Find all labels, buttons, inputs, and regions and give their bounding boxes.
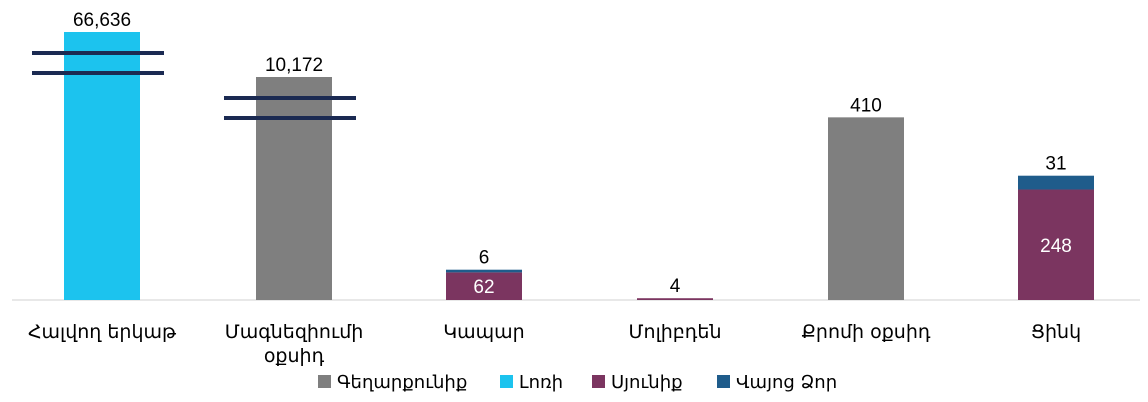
value-labels-group: 66,636 10,172 62 6 4 410 248 31 — [73, 10, 1072, 298]
legend-swatch-0 — [318, 375, 331, 388]
value-label-1-0: 10,172 — [265, 55, 323, 76]
value-label-2-3: 6 — [479, 248, 490, 269]
category-label-3-0: Մոլիբդեն — [628, 321, 721, 343]
bar-4-0 — [828, 117, 904, 300]
bar-5-3 — [1018, 175, 1094, 190]
legend-swatch-1 — [500, 375, 513, 388]
category-label-1-1: օքսիդ — [264, 345, 325, 367]
legend-label-3: Վայոց Ձոր — [736, 372, 837, 393]
category-label-0-0: Հալվող երկաթ — [28, 321, 177, 343]
bar-2-2 — [446, 272, 522, 300]
legend: Գեղարքունիք Լոռի Սյունիք Վայոց Ձոր — [318, 372, 837, 393]
bar-1-0 — [256, 77, 332, 300]
legend-swatch-3 — [717, 375, 730, 388]
value-label-4-0: 410 — [850, 95, 882, 116]
category-label-2-0: Կապար — [443, 321, 524, 343]
value-label-2-2: 62 — [473, 277, 494, 298]
legend-swatch-2 — [592, 375, 605, 388]
value-label-3-2: 4 — [670, 276, 681, 297]
value-label-0-1: 66,636 — [73, 10, 131, 31]
category-label-1-0: Մագնեզիումի — [225, 321, 364, 343]
legend-label-0: Գեղարքունիք — [337, 372, 467, 393]
bar-3-2 — [637, 298, 713, 300]
category-label-4-0: Քրոմի օքսիդ — [802, 321, 931, 343]
bars-group — [64, 32, 1094, 300]
legend-label-1: Լոռի — [519, 372, 563, 393]
axis-breaks-group — [32, 51, 356, 120]
bar-0-1 — [64, 32, 140, 300]
value-label-5-2: 248 — [1040, 236, 1072, 257]
value-label-5-3: 31 — [1045, 154, 1066, 175]
bar-2-3 — [446, 269, 522, 273]
category-label-5-0: Ցինկ — [1031, 321, 1081, 343]
bar-5-2 — [1018, 189, 1094, 300]
legend-label-2: Սյունիք — [611, 372, 683, 393]
